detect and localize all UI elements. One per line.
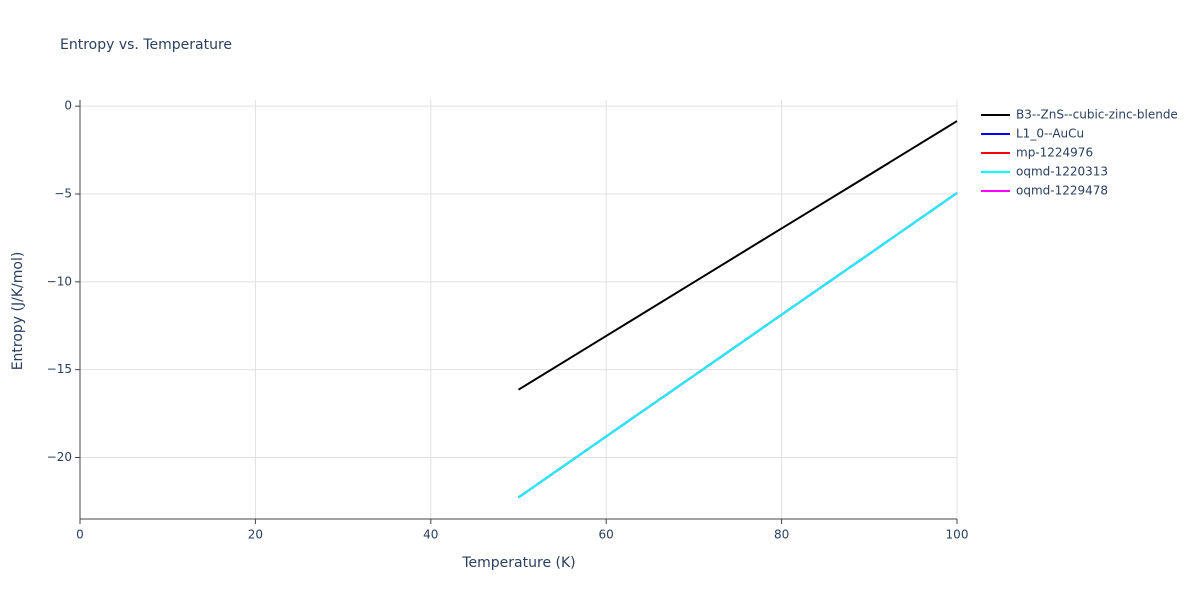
legend-label: oqmd-1220313 — [1016, 165, 1108, 179]
y-tick-label: −20 — [47, 450, 72, 464]
y-tick-label: −5 — [54, 186, 72, 200]
y-tick-label: 0 — [64, 99, 72, 113]
x-tick-label: 60 — [599, 528, 614, 542]
x-axis-label: Temperature (K) — [461, 555, 575, 571]
x-tick-label: 0 — [76, 528, 84, 542]
series-line — [517, 192, 958, 499]
x-tick-label: 20 — [248, 528, 263, 542]
legend-label: B3--ZnS--cubic-zinc-blende — [1016, 108, 1178, 122]
y-tick-label: −15 — [47, 362, 72, 376]
series-line — [517, 120, 958, 391]
legend-label: mp-1224976 — [1016, 146, 1093, 160]
legend-label: oqmd-1229478 — [1016, 184, 1108, 198]
x-tick-label: 100 — [946, 528, 969, 542]
legend-label: L1_0--AuCu — [1016, 127, 1084, 141]
chart-title: Entropy vs. Temperature — [60, 37, 232, 53]
x-tick-label: 40 — [423, 528, 438, 542]
y-tick-label: −10 — [47, 274, 72, 288]
x-tick-label: 80 — [774, 528, 789, 542]
y-axis-label: Entropy (J/K/mol) — [10, 252, 26, 371]
